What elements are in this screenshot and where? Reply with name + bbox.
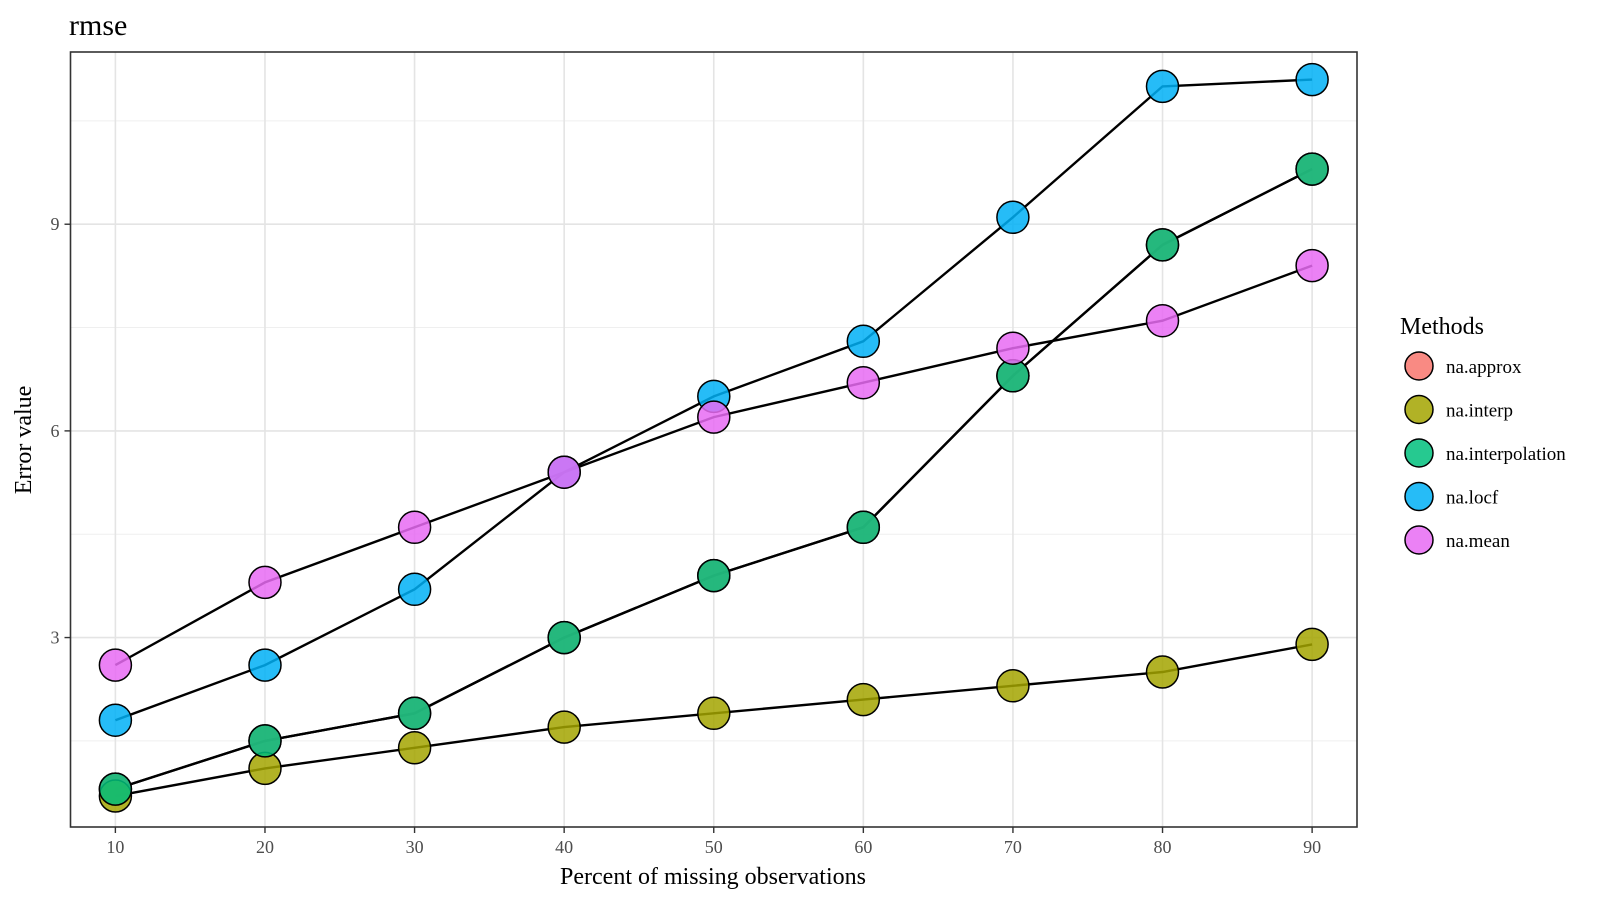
legend-key [1404, 438, 1434, 468]
data-point-na-interp [996, 669, 1030, 703]
x-tick-label: 70 [1004, 837, 1022, 857]
data-point-na-mean [547, 455, 581, 489]
data-point-na-interpolation [846, 510, 881, 545]
data-point-na-locf [98, 703, 133, 737]
data-point-na-interpolation [1295, 152, 1329, 186]
legend-item: na.locf [1404, 481, 1499, 512]
legend-label: na.locf [1446, 488, 1499, 509]
data-point-na-locf [1295, 62, 1329, 97]
x-tick-label: 80 [1154, 837, 1172, 857]
x-axis-title: Percent of missing observations [560, 864, 866, 890]
y-axis-title: Error value [11, 386, 37, 495]
legend-key [1404, 394, 1434, 425]
x-tick-label: 30 [406, 837, 424, 857]
data-point-na-locf [846, 324, 881, 359]
legend-label: na.interp [1446, 401, 1513, 422]
data-point-na-locf [248, 648, 282, 682]
data-point-na-interpolation [547, 620, 581, 655]
data-point-na-mean [697, 400, 731, 434]
legend-items: na.approx na.interp na.interpolation na.loc… [1404, 351, 1566, 555]
data-point-na-mean [1145, 303, 1180, 338]
data-point-na-interpolation [98, 772, 133, 806]
data-point-na-mean [996, 331, 1030, 365]
y-axis-ticks: 3 6 9 [51, 214, 71, 648]
data-point-na-locf [1145, 69, 1180, 104]
y-tick-label: 3 [51, 628, 60, 648]
data-point-na-interp [1295, 627, 1329, 662]
data-point-na-interpolation [248, 724, 282, 758]
data-point-na-interpolation [1145, 228, 1180, 262]
legend-label: na.interpolation [1446, 444, 1566, 465]
data-point-na-mean [248, 565, 282, 600]
x-tick-label: 20 [256, 837, 274, 857]
data-point-na-mean [1295, 248, 1329, 283]
data-point-na-interpolation [697, 558, 731, 593]
legend-key [1404, 525, 1434, 555]
legend: Methods na.approx na.interp na.interpolati… [1400, 314, 1566, 555]
data-point-na-interp [846, 682, 881, 717]
data-point-na-interpolation [397, 696, 432, 731]
y-tick-label: 9 [51, 214, 60, 234]
data-point-na-locf [996, 200, 1030, 235]
x-tick-label: 10 [106, 837, 124, 857]
legend-item: na.mean [1404, 525, 1510, 555]
data-point-na-interp [547, 710, 581, 744]
legend-item: na.approx [1404, 351, 1522, 381]
x-tick-label: 40 [555, 837, 573, 857]
data-point-na-interp [397, 731, 432, 765]
legend-item: na.interp [1404, 394, 1513, 425]
chart-title: rmse [69, 9, 127, 42]
data-points [98, 62, 1329, 813]
data-point-na-interp [697, 696, 731, 731]
data-point-na-locf [397, 572, 432, 607]
x-tick-label: 60 [854, 837, 872, 857]
legend-key [1404, 481, 1434, 512]
legend-label: na.approx [1446, 357, 1522, 378]
data-point-na-mean [846, 365, 881, 400]
legend-label: na.mean [1446, 531, 1510, 552]
x-tick-label: 50 [705, 837, 723, 857]
x-tick-label: 90 [1303, 837, 1321, 857]
legend-key [1404, 351, 1434, 381]
data-point-na-mean [397, 510, 432, 545]
y-tick-label: 6 [51, 421, 60, 441]
x-axis-ticks: 10 20 30 40 50 60 70 80 90 [106, 827, 1321, 857]
legend-title: Methods [1400, 314, 1484, 340]
data-point-na-interp [1145, 655, 1180, 689]
legend-item: na.interpolation [1404, 438, 1566, 468]
data-point-na-mean [98, 648, 133, 682]
